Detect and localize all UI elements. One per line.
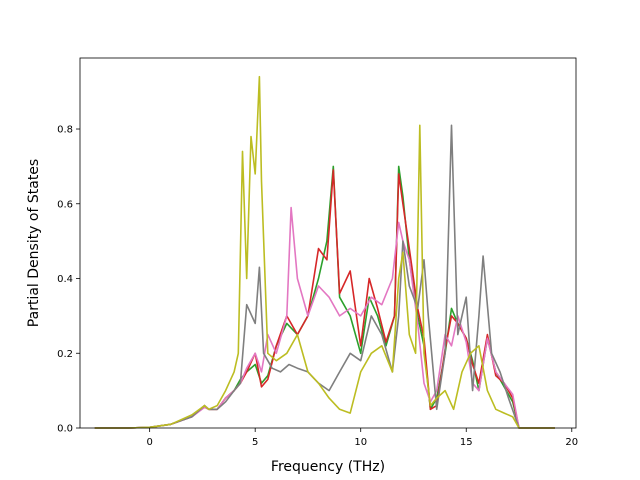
y-axis-title: Partial Density of States bbox=[26, 159, 42, 327]
tick-layer: 0 5 10 15 20 0.0 0.2 0.4 0.6 0.8 bbox=[57, 125, 578, 448]
plot-frame bbox=[79, 57, 577, 429]
y-tick-label: 0.6 bbox=[57, 199, 73, 210]
series-layer bbox=[94, 75, 555, 429]
series-line-4 bbox=[94, 124, 555, 429]
y-tick-label: 0.8 bbox=[57, 125, 73, 136]
x-tick-label: 15 bbox=[460, 437, 473, 448]
x-axis-title: Frequency (THz) bbox=[271, 459, 385, 475]
series-line-3 bbox=[94, 206, 555, 429]
x-tick-label: 5 bbox=[252, 437, 258, 448]
series-line-5 bbox=[94, 75, 555, 429]
y-tick-label: 0.0 bbox=[57, 424, 73, 435]
x-tick-label: 20 bbox=[565, 437, 578, 448]
y-tick-label: 0.4 bbox=[57, 274, 73, 285]
y-tick-label: 0.2 bbox=[57, 349, 73, 360]
x-tick-label: 10 bbox=[354, 437, 367, 448]
x-tick-label: 0 bbox=[146, 437, 152, 448]
